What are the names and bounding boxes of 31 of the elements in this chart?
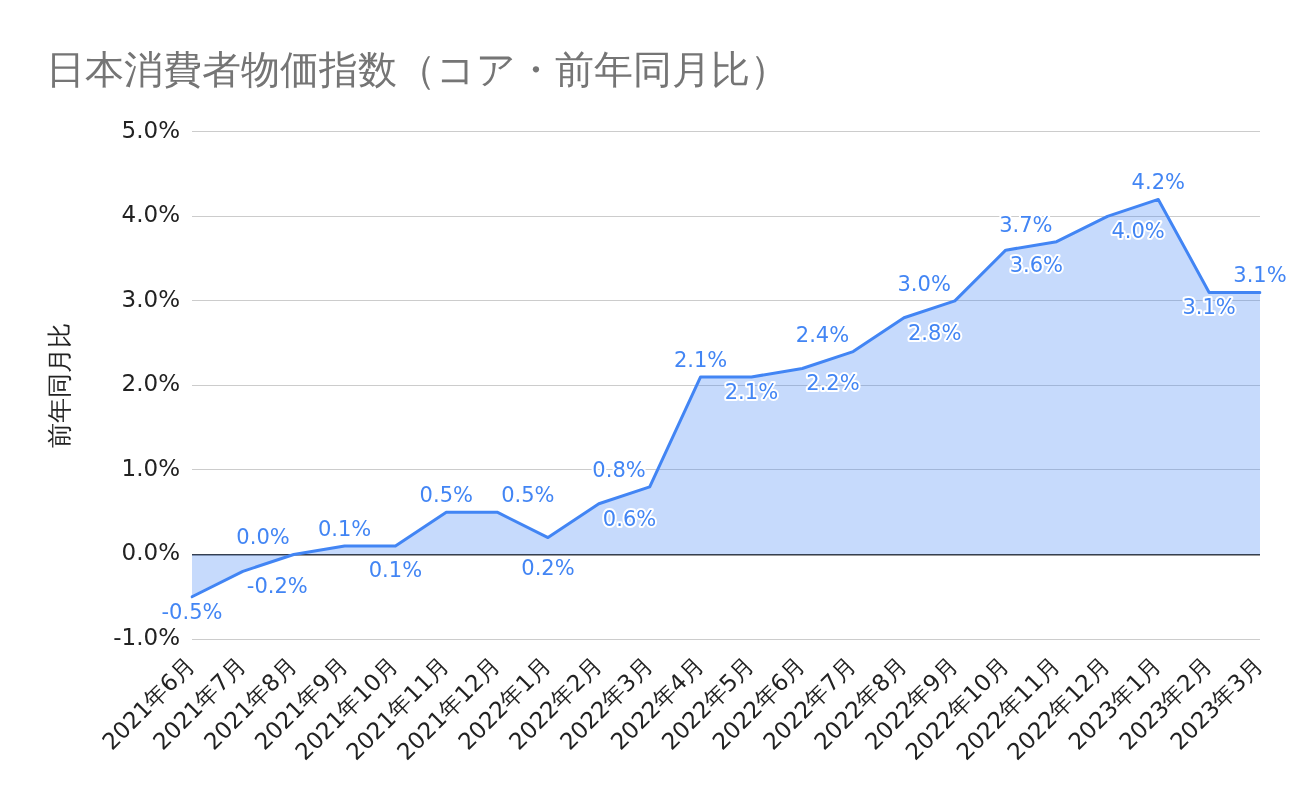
y-tick-label: 1.0% xyxy=(121,454,180,481)
data-label: 3.6% xyxy=(1009,253,1064,278)
data-label: -0.5% xyxy=(161,599,223,624)
chart-title: 日本消費者物価指数（コア・前年同月比） xyxy=(46,46,789,92)
y-axis-title: 前年同月比 xyxy=(44,322,74,448)
data-label: 2.2% xyxy=(806,371,860,396)
y-tick-label: 5.0% xyxy=(121,116,180,143)
data-label: 4.2% xyxy=(1131,170,1185,195)
data-label: 3.7% xyxy=(999,212,1053,237)
data-label: -0.2% xyxy=(246,574,308,599)
data-label: 0.5% xyxy=(501,483,555,508)
data-label: 3.0% xyxy=(897,271,951,296)
data-label: 0.6% xyxy=(602,506,657,531)
data-label: 2.1% xyxy=(673,347,728,372)
data-label: 0.0% xyxy=(236,525,290,550)
data-label: 0.8% xyxy=(592,457,646,482)
data-label: 3.1% xyxy=(1233,263,1287,288)
data-label: 0.2% xyxy=(521,555,575,580)
y-tick-label: 0.0% xyxy=(121,539,180,566)
data-label: 0.1% xyxy=(368,557,423,582)
y-tick-label: -1.0% xyxy=(113,623,180,650)
y-tick-label: 3.0% xyxy=(121,285,180,312)
data-label: 2.8% xyxy=(908,320,962,345)
data-label: 2.4% xyxy=(795,322,850,347)
data-label: 3.1% xyxy=(1182,295,1236,320)
y-tick-label: 4.0% xyxy=(121,201,180,228)
y-tick-label: 2.0% xyxy=(121,370,180,397)
data-label: 4.0% xyxy=(1111,219,1165,244)
data-label: 2.1% xyxy=(724,379,779,404)
data-label: 0.1% xyxy=(317,516,372,541)
data-label: 0.5% xyxy=(419,483,473,508)
